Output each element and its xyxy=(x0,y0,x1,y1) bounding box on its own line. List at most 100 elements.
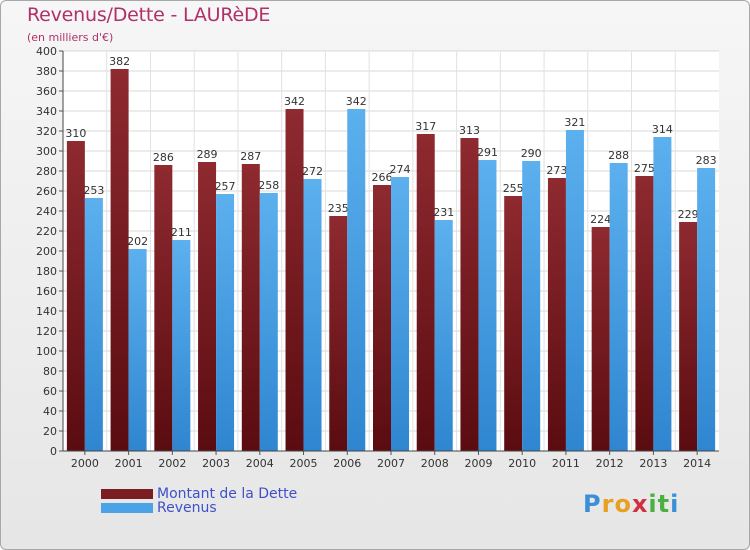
x-tick-label: 2003 xyxy=(202,457,230,470)
data-label: 310 xyxy=(65,127,86,140)
bar-revenus xyxy=(609,163,628,451)
data-label: 253 xyxy=(83,184,104,197)
bar-revenus xyxy=(84,198,103,451)
y-tick-label: 400 xyxy=(36,45,57,58)
x-tick-label: 2005 xyxy=(290,457,318,470)
y-tick-label: 60 xyxy=(43,385,57,398)
y-tick-label: 380 xyxy=(36,65,57,78)
x-tick-label: 2012 xyxy=(596,457,624,470)
x-tick-label: 2013 xyxy=(639,457,667,470)
bar-revenus xyxy=(697,168,716,451)
bar-dette xyxy=(460,138,479,451)
bar-dette xyxy=(198,162,217,451)
x-tick-label: 2002 xyxy=(158,457,186,470)
data-label: 224 xyxy=(590,213,611,226)
legend-label-dette: Montant de la Dette xyxy=(157,486,298,502)
legend-item-revenus: Revenus xyxy=(101,501,297,515)
x-tick-label: 2001 xyxy=(115,457,143,470)
bar-revenus xyxy=(259,193,278,451)
bar-dette xyxy=(241,164,260,451)
x-tick-label: 2011 xyxy=(552,457,580,470)
y-tick-label: 160 xyxy=(36,285,57,298)
bar-dette xyxy=(110,69,129,451)
bar-dette xyxy=(416,134,435,451)
data-label: 258 xyxy=(258,179,279,192)
bar-dette xyxy=(285,109,304,451)
data-label: 342 xyxy=(346,95,367,108)
data-label: 273 xyxy=(546,164,567,177)
y-tick-label: 80 xyxy=(43,365,57,378)
data-label: 274 xyxy=(390,163,411,176)
data-label: 283 xyxy=(696,154,717,167)
chart-title: Revenus/Dette - LAURèDE xyxy=(27,4,271,26)
y-tick-label: 300 xyxy=(36,145,57,158)
legend: Montant de la Dette Revenus xyxy=(101,487,297,515)
data-label: 286 xyxy=(153,151,174,164)
x-tick-label: 2010 xyxy=(508,457,536,470)
bar-dette xyxy=(504,196,523,451)
data-label: 202 xyxy=(127,235,148,248)
logo-letter: P xyxy=(583,490,602,518)
x-tick-label: 2004 xyxy=(246,457,274,470)
bar-revenus xyxy=(653,137,672,451)
bar-revenus xyxy=(128,249,147,451)
x-tick-label: 2007 xyxy=(377,457,405,470)
bar-dette xyxy=(679,222,698,451)
data-label: 287 xyxy=(240,150,261,163)
y-tick-label: 220 xyxy=(36,225,57,238)
y-tick-label: 40 xyxy=(43,405,57,418)
x-tick-label: 2006 xyxy=(333,457,361,470)
data-label: 288 xyxy=(608,149,629,162)
bar-revenus xyxy=(565,130,584,451)
data-label: 257 xyxy=(215,180,236,193)
data-label: 313 xyxy=(459,124,480,137)
data-label: 314 xyxy=(652,123,673,136)
bar-dette xyxy=(635,176,654,451)
y-tick-label: 180 xyxy=(36,265,57,278)
bar-revenus xyxy=(522,161,541,451)
data-label: 382 xyxy=(109,55,130,68)
logo-letter: r xyxy=(601,490,615,518)
logo-letter: x xyxy=(631,490,649,518)
proxiti-logo: Proxiti xyxy=(583,490,679,518)
bar-revenus xyxy=(216,194,235,451)
y-tick-label: 100 xyxy=(36,345,57,358)
data-label: 229 xyxy=(678,208,699,221)
bar-dette xyxy=(66,141,85,451)
y-tick-label: 280 xyxy=(36,165,57,178)
y-tick-label: 260 xyxy=(36,185,57,198)
legend-label-revenus: Revenus xyxy=(157,500,217,516)
bar-dette xyxy=(547,178,566,451)
y-tick-label: 140 xyxy=(36,305,57,318)
data-label: 317 xyxy=(415,120,436,133)
bar-dette xyxy=(329,216,348,451)
data-label: 272 xyxy=(302,165,323,178)
logo-letter: i xyxy=(648,490,658,518)
data-label: 275 xyxy=(634,162,655,175)
x-tick-label: 2009 xyxy=(464,457,492,470)
data-label: 321 xyxy=(564,116,585,129)
y-tick-label: 340 xyxy=(36,105,57,118)
bar-revenus xyxy=(172,240,191,451)
legend-swatch-revenus xyxy=(101,503,153,513)
y-tick-label: 360 xyxy=(36,85,57,98)
data-label: 231 xyxy=(433,206,454,219)
bar-revenus xyxy=(347,109,366,451)
y-tick-label: 0 xyxy=(50,445,57,458)
data-label: 211 xyxy=(171,226,192,239)
legend-item-dette: Montant de la Dette xyxy=(101,487,297,501)
bar-dette xyxy=(591,227,610,451)
y-tick-label: 320 xyxy=(36,125,57,138)
data-label: 255 xyxy=(503,182,524,195)
bar-revenus xyxy=(391,177,409,451)
chart-subtitle: (en milliers d'€) xyxy=(27,31,114,44)
bar-revenus xyxy=(303,179,322,451)
y-tick-label: 200 xyxy=(36,245,57,258)
legend-swatch-dette xyxy=(101,489,153,499)
y-tick-label: 120 xyxy=(36,325,57,338)
bar-dette xyxy=(373,185,391,451)
logo-letter: o xyxy=(614,490,632,518)
x-tick-label: 2000 xyxy=(71,457,99,470)
bar-revenus xyxy=(434,220,453,451)
